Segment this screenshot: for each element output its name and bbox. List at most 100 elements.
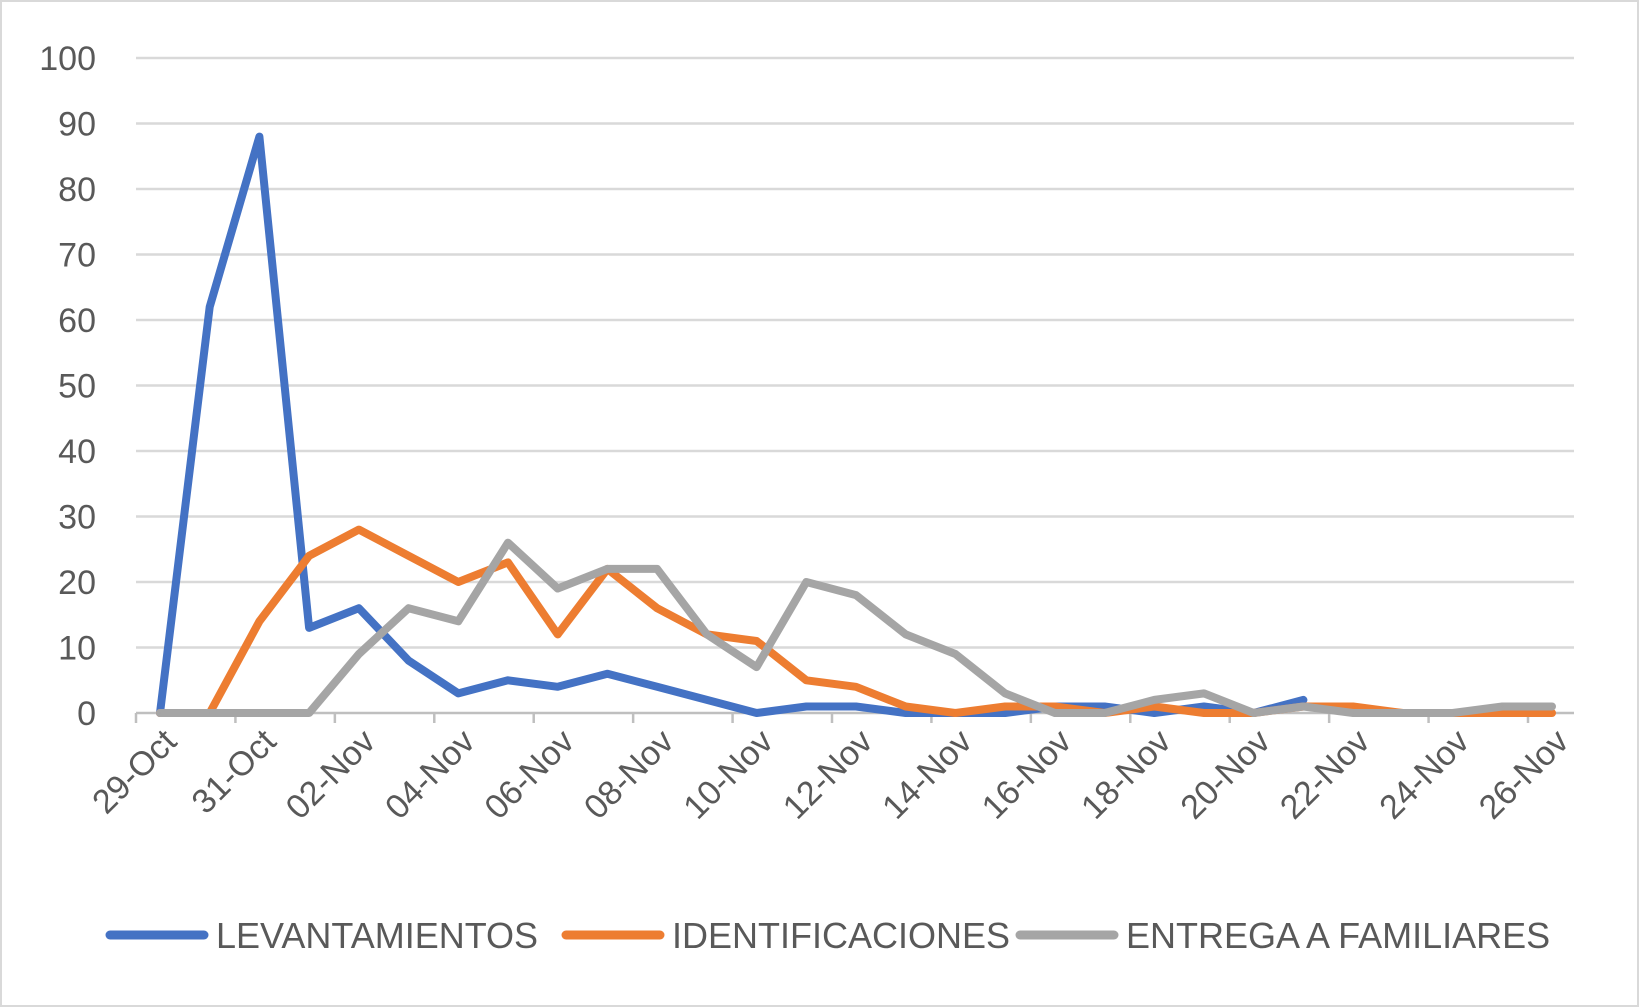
data-point <box>357 653 360 655</box>
gridlines <box>136 56 1574 649</box>
data-point <box>606 672 609 675</box>
legend: LEVANTAMIENTOS IDENTIFICACIONES ENTREGA A … <box>105 915 1550 956</box>
data-point <box>507 561 509 564</box>
data-point <box>805 679 808 682</box>
x-tick-label: 10-Nov <box>676 722 780 826</box>
data-point <box>855 705 857 708</box>
data-point <box>954 653 957 655</box>
legend-label: LEVANTAMIENTOS <box>216 915 538 956</box>
data-point <box>1401 712 1404 714</box>
x-tick-label: 20-Nov <box>1173 722 1277 826</box>
data-point <box>457 692 460 695</box>
y-tick-label: 30 <box>58 499 96 537</box>
x-tick-label: 26-Nov <box>1472 722 1576 826</box>
data-point <box>904 705 907 708</box>
data-point <box>755 640 758 642</box>
data-point <box>258 712 261 714</box>
x-tick-label: 22-Nov <box>1273 722 1377 826</box>
data-point <box>507 679 509 682</box>
data-point <box>1302 698 1305 701</box>
series-line-levantamientos <box>156 132 1308 717</box>
data-point <box>308 554 311 557</box>
legend-label: IDENTIFICACIONES <box>672 915 1010 956</box>
data-point <box>308 712 311 714</box>
data-point <box>1103 705 1106 708</box>
data-point <box>1203 705 1205 708</box>
data-point <box>656 607 659 610</box>
x-axis-tick-labels: 29-Oct 31-Oct02-Nov04-Nov06-Nov08-Nov10-N… <box>85 722 1576 827</box>
y-axis-tick-labels: 0 10 20 30 40 50 60 70 80 90 100 <box>39 40 96 733</box>
data-point <box>954 712 957 714</box>
data-point <box>1501 712 1504 714</box>
y-tick-label: 70 <box>58 237 96 275</box>
x-tick-label: 06-Nov <box>477 722 581 826</box>
y-tick-label: 90 <box>58 106 96 144</box>
series-lines <box>156 132 1556 717</box>
data-point <box>457 581 460 583</box>
data-point <box>1203 712 1205 714</box>
data-point <box>556 685 559 688</box>
x-tick-label: 14-Nov <box>875 722 979 826</box>
data-point <box>1004 712 1007 714</box>
series-points <box>159 135 1305 714</box>
data-point <box>357 607 360 610</box>
x-tick-label: 08-Nov <box>577 722 681 826</box>
data-point <box>1203 692 1205 695</box>
data-point <box>1053 705 1056 708</box>
data-point <box>755 712 758 714</box>
x-tick-label: 31-Oct <box>185 722 284 821</box>
data-point <box>407 659 410 662</box>
data-point <box>1004 705 1007 708</box>
data-point <box>258 620 261 623</box>
data-point <box>1352 705 1355 708</box>
y-tick-label: 80 <box>58 171 96 209</box>
y-tick-label: 60 <box>58 302 96 340</box>
x-tick-label: 02-Nov <box>279 722 383 826</box>
y-tick-label: 50 <box>58 368 96 406</box>
x-tick-label: 04-Nov <box>378 722 482 826</box>
data-point <box>904 633 907 636</box>
data-point <box>1551 705 1553 708</box>
data-point <box>1153 712 1156 714</box>
x-tick-label: 24-Nov <box>1372 722 1476 826</box>
data-point <box>755 666 758 669</box>
data-point <box>656 685 659 688</box>
data-point <box>208 305 211 308</box>
data-point <box>258 135 261 138</box>
data-point <box>705 633 708 636</box>
data-point <box>1103 712 1106 714</box>
x-tick-label: 12-Nov <box>776 722 880 826</box>
data-point <box>357 528 360 531</box>
y-tick-label: 10 <box>58 630 96 668</box>
data-point <box>507 541 509 544</box>
series-points <box>159 541 1553 714</box>
y-tick-label: 0 <box>77 695 96 733</box>
data-point <box>904 712 907 714</box>
data-point <box>1153 705 1156 708</box>
data-point <box>457 620 460 623</box>
data-point <box>1551 712 1553 714</box>
data-point <box>1053 712 1056 714</box>
data-point <box>1451 712 1454 714</box>
data-point <box>855 594 857 597</box>
data-point <box>407 554 410 557</box>
x-tick-label: 16-Nov <box>975 722 1079 826</box>
data-point <box>407 607 410 610</box>
data-point <box>805 581 808 583</box>
data-point <box>1352 712 1355 714</box>
data-point <box>308 626 311 629</box>
data-point <box>855 685 857 688</box>
data-point <box>556 587 559 590</box>
data-point <box>805 705 808 708</box>
data-point <box>1153 698 1156 701</box>
data-point <box>656 567 659 570</box>
data-point <box>705 698 708 701</box>
y-tick-label: 20 <box>58 564 96 602</box>
data-point <box>159 712 161 714</box>
data-point <box>1302 705 1305 708</box>
data-point <box>208 712 211 714</box>
legend-label: ENTREGA A FAMILIARES <box>1126 915 1550 956</box>
data-point <box>1501 705 1504 708</box>
